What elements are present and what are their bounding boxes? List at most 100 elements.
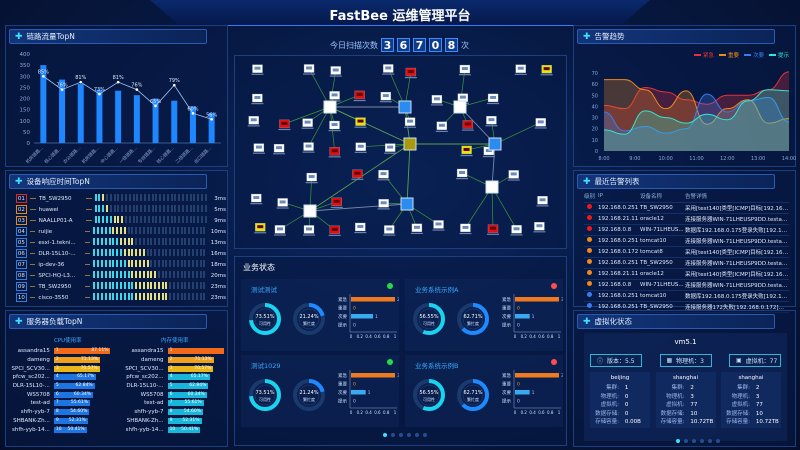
version-box: ⓘ 版本：5.5 (590, 354, 642, 367)
alarm-trend-panel: ✚ 告警趋势 0 10 20 30 40 50 60 70 8:00 9:00 10:00 11:00 1… (573, 25, 796, 167)
level-count: 0 (517, 323, 520, 329)
cpu-value: 70.57% (80, 365, 98, 371)
site-stat: 虚拟机: 0 (590, 401, 650, 410)
stat-label: 集群: (671, 385, 685, 391)
device-label (273, 234, 286, 236)
device-icon (331, 227, 338, 231)
availability-ring: 56.55%可用性 (413, 303, 445, 335)
rank-badge: 02 (16, 205, 27, 214)
vm-card: vm5.1 ⓘ 版本：5.5 ▦ 物理机：3 ▣ 虚拟机：77 beijing 集群: 1… (584, 333, 787, 443)
x-tick-label: 办公链路... (61, 144, 82, 165)
axis-tick: 0.8 (547, 334, 554, 339)
y-tick-label: 60 (592, 82, 598, 88)
panel-title: 虚拟化状态 (594, 317, 633, 326)
stat-label: 集群: (737, 385, 750, 391)
page-title: FastBee 运维管理平台 (329, 9, 471, 24)
scan-digit: 0 (429, 38, 442, 52)
axis-tick: 0.4 (529, 334, 536, 339)
device-icon (407, 119, 414, 123)
response-row: 03 NAALLP01-A 9ms (16, 215, 226, 226)
business-card[interactable]: 业务系统示例A 56.55% 可用性 62.71% 繁忙度 紧急 3 重要 0 次要 1 提示 0… (405, 279, 563, 351)
alarm-row[interactable]: 192.168.0.8 WIN-71LHEUS... 连接服务器WIN-71LH… (584, 279, 789, 291)
device-label (456, 177, 469, 180)
pagination-dots[interactable] (383, 433, 427, 437)
alarm-detail: 连接服务器WIN-71LHEUSP9DD.testad... (685, 257, 789, 269)
network-topology[interactable] (235, 56, 568, 250)
alarm-row[interactable]: 192.168.0.251 TB_SW2950 连接服务器WIN-71LHEUS… (584, 257, 789, 269)
x-tick-label: 中心链路... (99, 144, 120, 165)
y-tick-label: 20 (592, 127, 598, 133)
business-card[interactable]: 测试测试 73.51% 可用性 21.24% 繁忙度 紧急 2 重要 0 次要 1 提示 0 0 0.… (241, 279, 399, 351)
switch-node (485, 180, 499, 194)
device-label (254, 232, 267, 234)
device-label (404, 126, 417, 128)
data-label: 79% (169, 78, 180, 84)
ring-value: 21.24% (299, 390, 318, 396)
stat-value: 1 (624, 385, 629, 391)
alarm-device: tomcat10 (640, 235, 685, 247)
cpu-bar: 3 70.57% (53, 365, 100, 372)
device-label (482, 155, 495, 158)
alarm-row[interactable]: 192.168.0.251 tomcat10 数据库192.168.0.175登… (584, 290, 789, 302)
site-stat: 数据存储: 10 (656, 410, 716, 419)
device-label (430, 104, 443, 106)
y-tick-label: 300 (20, 74, 31, 80)
busy-ring: 62.71%繁忙度 (457, 379, 489, 411)
device-icon (385, 66, 392, 70)
y-tick-label: 250 (20, 85, 31, 91)
panel-title: 链路流量TopN (26, 32, 75, 41)
device-label (514, 73, 527, 75)
alarm-device: TB_SW2950 (640, 202, 685, 214)
axis-tick: 0.4 (529, 410, 536, 415)
alarm-row[interactable]: 192.168.0.172 tomcat8 采用[test140]类型[ICMP… (584, 246, 789, 258)
device-icon (539, 198, 546, 202)
memory-bar: 2 71.13% (167, 357, 214, 364)
series-area (604, 89, 789, 151)
memory-value: 55.61% (184, 400, 202, 406)
y-tick-label: 0 (27, 141, 31, 147)
series-area (604, 79, 789, 151)
panel-title: 告警趋势 (594, 32, 625, 41)
alarm-row[interactable]: 192.168.21.11 oracle12 采用[test140]类型[ICM… (584, 268, 789, 280)
switch-node (303, 204, 317, 218)
axis-tick: 0.6 (538, 410, 545, 415)
business-card[interactable]: 业务系统示例B 56.55% 可用性 62.71% 繁忙度 紧急 3 重要 0 次要 1 提示 0… (405, 355, 563, 427)
level-count: 2 (397, 297, 399, 303)
bar (171, 100, 178, 143)
alarm-row[interactable]: 192.168.0.8 WIN-71LHEUS... 数据库192.168.0.… (584, 224, 789, 236)
stat-label: 集群: (606, 385, 619, 391)
alarm-row[interactable]: 192.168.0.251 tomcat10 连接服务器WIN-71LHEUSP… (584, 235, 789, 247)
business-name: 业务系统示例B (415, 362, 459, 370)
column-header: 级别 (584, 191, 598, 203)
site-name: shanghai (738, 375, 764, 381)
y-tick-label: 10 (592, 138, 598, 144)
data-label: 73% (94, 87, 105, 93)
response-time: 13ms (210, 239, 226, 246)
pagination-dots[interactable] (676, 439, 720, 443)
x-tick-label: 专线链路... (136, 144, 157, 165)
device-icon (254, 96, 261, 100)
device-label (460, 154, 473, 157)
x-tick-label: 8:00 (598, 156, 609, 162)
business-status-panel: 业务状态 测试测试 73.51% 可用性 21.24% 繁忙度 紧急 2 重要 0 次要 1 提… (234, 256, 567, 446)
memory-value: 60.34% (187, 391, 205, 397)
x-tick-label: 机房链路... (80, 144, 101, 165)
memory-bar: 6 60.34% (167, 391, 207, 398)
device-icon (253, 196, 260, 200)
device-icon (305, 144, 312, 148)
version-text: 版本：5.5 (607, 358, 635, 365)
alarm-row[interactable]: 192.168.0.251 TB_SW2950 采用[test140]类型[IC… (584, 202, 789, 214)
x-tick-label: 一级链路... (118, 144, 139, 165)
business-card[interactable]: 测试1029 73.51% 可用性 21.24% 繁忙度 紧急 3 重要 0 次要 1 提示 0 0… (241, 355, 399, 427)
line-point (79, 80, 83, 84)
memory-bar: 5 62.84% (167, 383, 209, 390)
memory-usage-label: 内存使用率 (161, 338, 189, 344)
device-icon (461, 67, 468, 71)
stat-label: 物理机: (666, 393, 685, 400)
scan-unit: 次 (461, 40, 469, 50)
alarm-row[interactable]: 192.168.21.11 oracle12 连接服务器WIN-71LHEUSP… (584, 213, 789, 225)
response-row: 06 DLR-15L10-... 16ms (16, 248, 226, 259)
device-label (534, 127, 547, 129)
y-tick-label: 40 (592, 104, 598, 110)
